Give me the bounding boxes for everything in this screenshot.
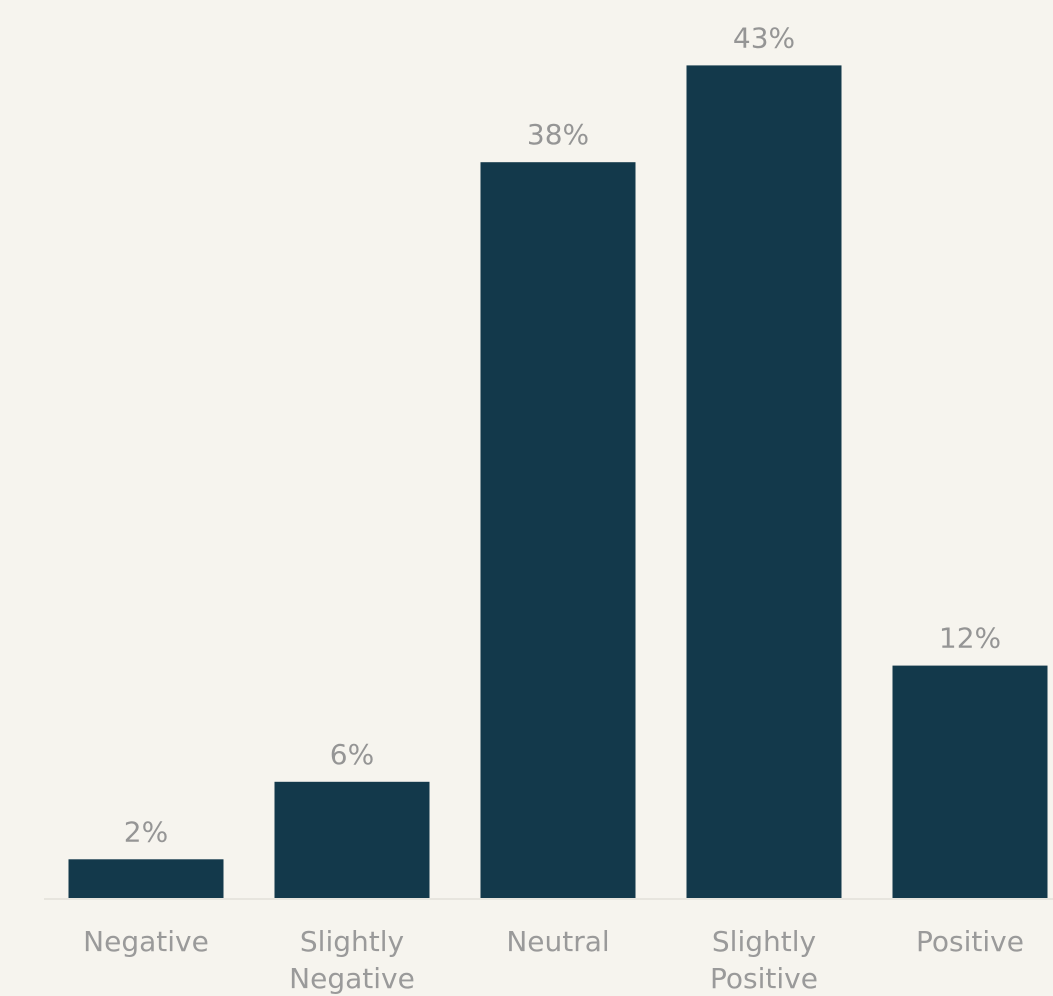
bar-slightly-positive bbox=[686, 65, 842, 898]
value-label-positive: 12% bbox=[939, 622, 1001, 655]
value-label-slightly-negative: 6% bbox=[330, 738, 374, 771]
category-label-positive: Positive bbox=[916, 925, 1024, 958]
bar-slightly-negative bbox=[274, 781, 430, 898]
bar-positive bbox=[892, 665, 1048, 898]
value-label-negative: 2% bbox=[124, 815, 168, 848]
value-label-slightly-positive: 43% bbox=[733, 21, 795, 54]
value-label-neutral: 38% bbox=[527, 118, 589, 151]
category-label-negative: Negative bbox=[83, 925, 209, 958]
category-label-slightly-negative: Slightly Negative bbox=[289, 925, 415, 995]
bar-negative bbox=[68, 859, 224, 898]
bars-group bbox=[68, 65, 1048, 898]
category-label-slightly-positive: Slightly Positive bbox=[710, 925, 818, 995]
category-label-neutral: Neutral bbox=[506, 925, 609, 958]
category-labels-group: Negative Slightly Negative Neutral Slightly P… bbox=[83, 925, 1024, 995]
value-labels-group: 2% 6% 38% 43% 12% bbox=[124, 21, 1001, 848]
bar-neutral bbox=[480, 162, 636, 898]
